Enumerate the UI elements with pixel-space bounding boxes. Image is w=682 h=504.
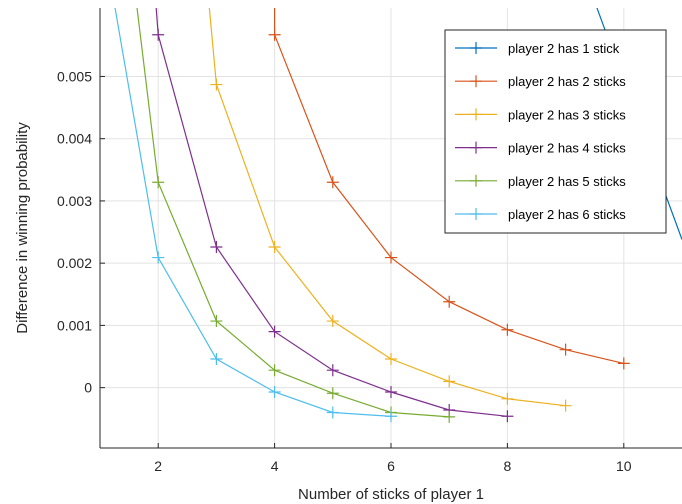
legend-marker bbox=[470, 75, 482, 88]
axes bbox=[99, 8, 682, 449]
data-point bbox=[210, 78, 223, 91]
x-tick-label: 8 bbox=[504, 458, 512, 474]
data-point bbox=[210, 315, 223, 328]
data-point bbox=[326, 406, 339, 419]
legend-label: player 2 has 5 sticks bbox=[508, 174, 626, 189]
data-point bbox=[210, 240, 223, 253]
y-tick-label: 0 bbox=[84, 380, 92, 396]
data-point bbox=[443, 375, 456, 388]
legend-label: player 2 has 3 sticks bbox=[508, 107, 626, 122]
x-tick-label: 2 bbox=[154, 458, 162, 474]
data-point bbox=[268, 325, 281, 338]
legend-marker bbox=[470, 42, 482, 54]
data-point bbox=[501, 323, 514, 336]
x-tick-label: 4 bbox=[271, 458, 279, 474]
data-point bbox=[268, 385, 281, 398]
y-tick-label: 0.003 bbox=[57, 193, 92, 209]
series-line bbox=[155, 8, 508, 417]
data-point bbox=[443, 410, 456, 423]
tick-labels: 2 4 6 8 10 0 0.001 0.002 0.003 0.004 0.005 bbox=[57, 68, 632, 474]
series-lines bbox=[114, 8, 682, 423]
legend-label: player 2 has 4 sticks bbox=[508, 141, 626, 156]
data-point bbox=[385, 251, 397, 264]
x-axis-label: Number of sticks of player 1 bbox=[298, 486, 484, 503]
data-point bbox=[501, 392, 514, 405]
y-tick-label: 0.001 bbox=[57, 317, 92, 333]
legend-marker bbox=[470, 174, 482, 187]
legend-label: player 2 has 2 sticks bbox=[508, 74, 626, 89]
data-point bbox=[559, 343, 572, 356]
data-point bbox=[326, 176, 339, 189]
x-tick-label: 6 bbox=[387, 458, 395, 474]
legend-marker bbox=[470, 108, 482, 121]
data-point bbox=[385, 410, 397, 423]
data-point bbox=[501, 410, 514, 423]
data-point bbox=[152, 176, 165, 189]
data-point bbox=[152, 251, 165, 264]
x-tick-label: 10 bbox=[616, 458, 632, 474]
data-point bbox=[559, 399, 572, 412]
series-line bbox=[274, 8, 624, 364]
legend-label: player 2 has 1 stick bbox=[508, 41, 620, 56]
y-tick-label: 0.002 bbox=[57, 255, 92, 271]
data-point bbox=[268, 364, 281, 377]
data-point bbox=[326, 315, 339, 328]
y-axis-label: Difference in winning probability bbox=[14, 122, 31, 334]
data-point bbox=[268, 240, 281, 253]
data-point bbox=[385, 385, 397, 398]
y-tick-label: 0.004 bbox=[57, 131, 92, 147]
data-point bbox=[385, 353, 397, 366]
y-tick-label: 0.005 bbox=[57, 68, 92, 84]
data-point bbox=[152, 28, 165, 41]
data-point bbox=[617, 357, 630, 370]
data-point bbox=[326, 387, 339, 400]
data-point bbox=[443, 295, 456, 308]
legend-marker bbox=[470, 208, 482, 220]
legend-marker bbox=[470, 141, 482, 154]
legend-label: player 2 has 6 sticks bbox=[508, 207, 626, 222]
data-point bbox=[210, 353, 223, 366]
data-point bbox=[268, 28, 281, 41]
series-line bbox=[114, 8, 392, 417]
data-point bbox=[326, 364, 339, 377]
series-line bbox=[208, 8, 566, 407]
legend: player 2 has 1 stick player 2 has 2 stick… bbox=[444, 29, 667, 234]
legend-box bbox=[444, 29, 667, 234]
